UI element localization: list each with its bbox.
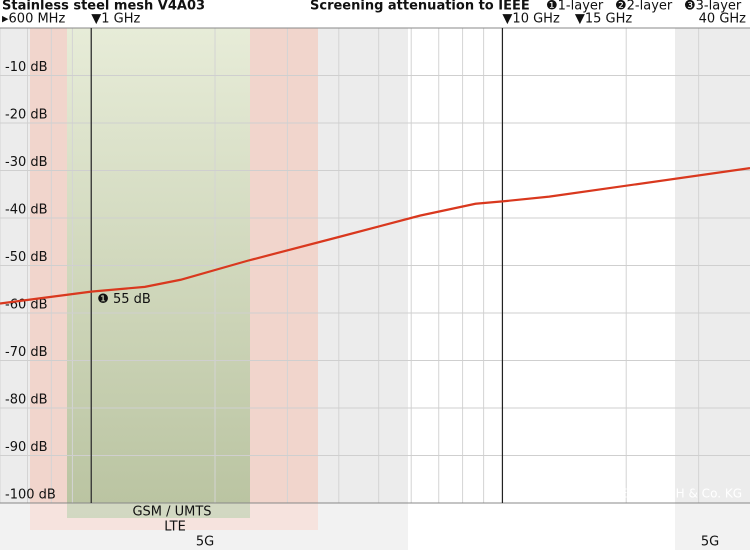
band-label: 5G bbox=[701, 535, 719, 550]
band-label: GSM / UMTS bbox=[132, 505, 211, 520]
legend-entry: ❸3-layer bbox=[684, 0, 742, 14]
band-gsm bbox=[67, 28, 250, 518]
annotation: ❶ 55 dB bbox=[97, 292, 151, 307]
chart-title: Stainless steel mesh V4A03 bbox=[2, 0, 205, 14]
band-footer bbox=[0, 503, 750, 550]
copyright: © YSHIELD GmbH & Co. KG bbox=[576, 487, 742, 501]
data-line bbox=[0, 167, 750, 305]
x-tick-label: 40 GHz bbox=[699, 12, 747, 27]
x-tick-label: ▼15 GHz bbox=[575, 12, 633, 27]
band-5g-right bbox=[675, 28, 750, 550]
y-tick-label: -90 dB bbox=[5, 440, 48, 455]
y-tick-label: -10 dB bbox=[5, 60, 48, 75]
y-tick-label: -20 dB bbox=[5, 108, 48, 123]
legend-entry: ❷2-layer bbox=[615, 0, 673, 14]
x-tick-label: ▼1 GHz bbox=[91, 12, 140, 27]
y-tick-label: -30 dB bbox=[5, 155, 48, 170]
y-tick-label: -40 dB bbox=[5, 203, 48, 218]
y-tick-label: -80 dB bbox=[5, 393, 48, 408]
legend-entry: ❶1-layer bbox=[546, 0, 604, 14]
band-label: LTE bbox=[164, 520, 186, 535]
x-tick-label: ▼10 GHz bbox=[502, 12, 560, 27]
band-label: 5G bbox=[196, 535, 214, 550]
y-tick-label: -100 dB bbox=[5, 488, 56, 503]
y-tick-label: -50 dB bbox=[5, 250, 48, 265]
y-tick-label: -70 dB bbox=[5, 345, 48, 360]
chart-subtitle: Screening attenuation to IEEE bbox=[310, 0, 530, 14]
x-tick-label: ▸600 MHz bbox=[2, 12, 65, 27]
